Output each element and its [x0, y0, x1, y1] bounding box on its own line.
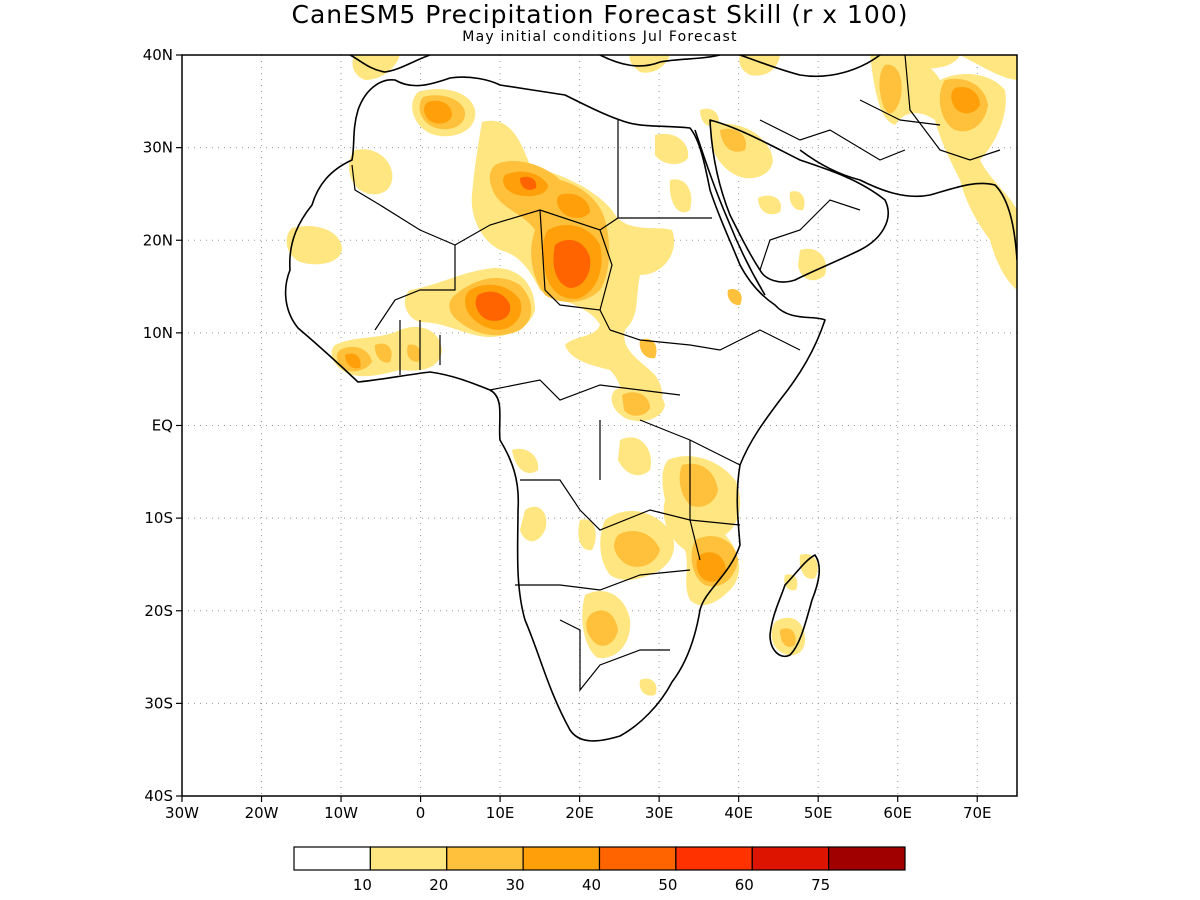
x-tick-label: 40E [724, 804, 753, 822]
skill-patch-turkey [739, 55, 780, 76]
x-tick-label: 30W [165, 804, 199, 822]
colorbar-label: 20 [429, 876, 448, 894]
x-tick-label: 60E [883, 804, 912, 822]
skill-patch-angola [520, 506, 547, 542]
x-tick-label: 20E [565, 804, 594, 822]
x-tick-label: 30E [645, 804, 674, 822]
chart-title: CanESM5 Precipitation Forecast Skill (r … [291, 0, 909, 29]
skill-patch-madagascar-20 [780, 628, 796, 647]
skill-patch-ethiopia-20 [727, 289, 742, 306]
skill-patch-mauritania [286, 226, 342, 265]
colorbar-label: 75 [811, 876, 830, 894]
colorbar-swatch [675, 846, 753, 871]
colorbar-swatch [369, 846, 448, 871]
skill-patch-north-med [352, 55, 400, 80]
skill-patch-mideast [629, 55, 670, 73]
colorbar-label: 10 [353, 876, 372, 894]
skill-patch-nigeria-40 [475, 291, 511, 321]
skill-patch-ghana-20 [374, 343, 392, 363]
skill-patch-botswana-20 [586, 610, 618, 646]
country-borders [351, 55, 1001, 692]
colorbar-swatch [446, 846, 524, 871]
y-tick-label: 30S [144, 694, 173, 712]
colorbar-swatch [598, 846, 677, 871]
colorbar-label: 50 [658, 876, 677, 894]
colorbar-swatch [522, 846, 601, 871]
y-tick-label: 30N [143, 139, 173, 157]
skill-patch-mozambique-30 [696, 552, 726, 582]
skill-patch-caspian [899, 55, 960, 69]
x-tick-label: 70E [963, 804, 992, 822]
colorbar-swatch [293, 846, 371, 871]
madagascar-coastline [769, 554, 821, 657]
skill-patch-chad-north-30 [556, 193, 590, 218]
skill-patch-tanzania-20 [679, 463, 718, 507]
skill-patch-south-africa [639, 678, 657, 696]
skill-patch-zambia-20 [614, 530, 660, 567]
skill-patch-iran-20 [879, 64, 902, 114]
skill-patch-madagascar-north [799, 554, 818, 579]
colorbar-label: 30 [506, 876, 525, 894]
y-tick-label: 10S [144, 509, 173, 527]
skill-patch-libya-40 [520, 176, 537, 190]
colorbar-swatch [751, 846, 830, 871]
chart-subtitle: May initial conditions Jul Forecast [462, 29, 738, 45]
skill-patch-sudan-east [669, 179, 692, 213]
skill-patch-india-north [960, 55, 1017, 80]
colorbar: 10 20 30 40 50 60 75 [293, 846, 906, 894]
skill-patch-gabon [512, 448, 539, 474]
x-tick-label: 50E [804, 804, 833, 822]
y-tick-label: EQ [152, 417, 173, 435]
skill-patch-arabia-center2 [789, 191, 805, 211]
skill-patch-ivory-coast-30 [345, 353, 361, 369]
arabia-coastline [709, 119, 889, 283]
africa-coastline [284, 76, 826, 742]
x-tick-label: 10E [486, 804, 515, 822]
x-tick-label: 0 [416, 804, 426, 822]
y-tick-label: 40N [143, 46, 173, 64]
skill-patch-uganda-20 [622, 392, 650, 416]
skill-patch-angola-east [578, 519, 596, 551]
y-tick-label: 10N [143, 324, 173, 342]
skill-patch-west-sahara [348, 149, 393, 195]
coastlines [284, 55, 1017, 742]
skill-patch-yemen [798, 248, 826, 281]
colorbar-label: 40 [582, 876, 601, 894]
x-tick-label: 10W [324, 804, 358, 822]
skill-patch-jordan [700, 108, 719, 127]
skill-patch-egypt [655, 133, 689, 165]
y-tick-label: 20S [144, 602, 173, 620]
skill-patch-togo-20 [407, 344, 421, 362]
skill-patch-madagascar-mid [784, 574, 798, 591]
europe-coastline [349, 55, 881, 78]
colorbar-label: 60 [735, 876, 754, 894]
skill-patch-south-sudan-20 [639, 338, 657, 359]
skill-patch-egypt-20 [720, 128, 746, 152]
skill-patch-congo [618, 437, 651, 476]
skill-patch-algeria-30 [424, 100, 452, 124]
skill-patch-chad-40 [553, 239, 591, 288]
colorbar-swatch [828, 846, 906, 871]
persian-gulf-coastline [799, 149, 1017, 261]
skill-shading [286, 55, 1017, 696]
y-tick-label: 40S [144, 787, 173, 805]
y-tick-label: 20N [143, 231, 173, 249]
x-tick-label: 20W [245, 804, 279, 822]
skill-patch-arabia-center [758, 195, 781, 215]
red-sea-coastline [694, 129, 766, 296]
skill-patch-afghanistan-30 [951, 86, 980, 114]
